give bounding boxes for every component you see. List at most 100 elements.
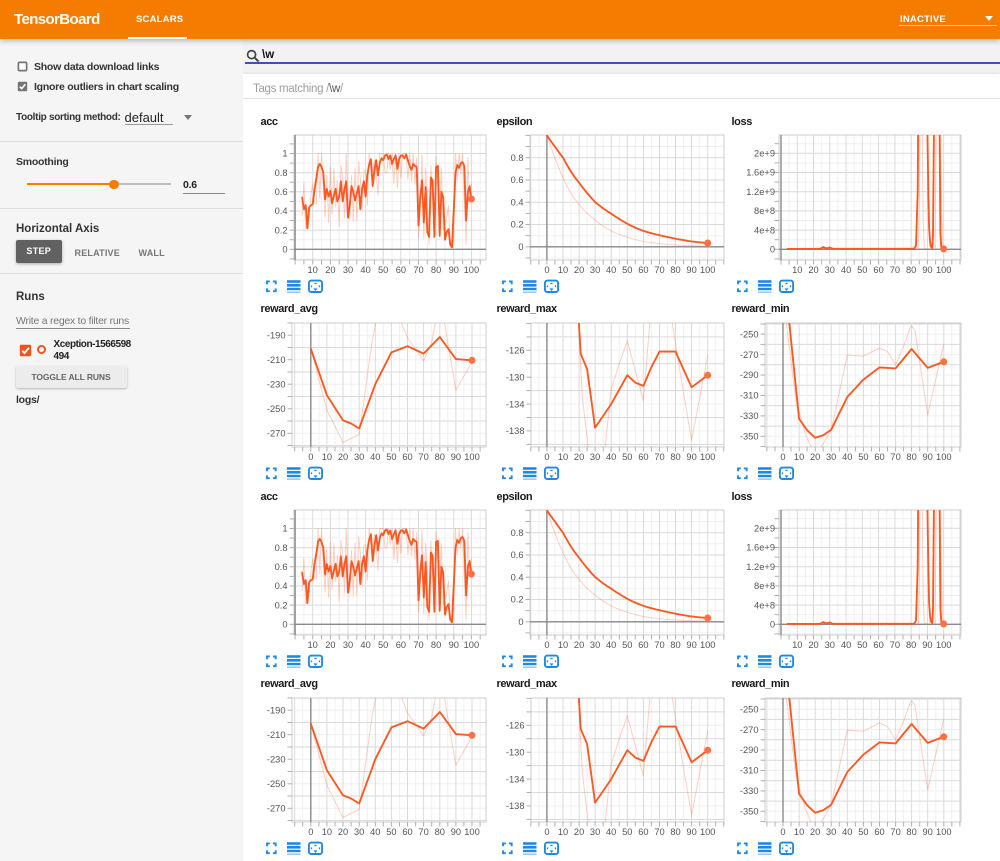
svg-text:40: 40 [370, 452, 380, 462]
svg-text:100: 100 [936, 827, 952, 837]
svg-text:50: 50 [378, 640, 388, 650]
svg-text:20: 20 [338, 827, 348, 837]
svg-text:90: 90 [449, 640, 459, 650]
svg-text:90: 90 [923, 452, 933, 462]
svg-text:-210: -210 [267, 729, 286, 739]
svg-text:40: 40 [360, 265, 370, 275]
svg-text:0: 0 [518, 242, 523, 252]
svg-text:30: 30 [343, 640, 353, 650]
svg-text:50: 50 [857, 265, 867, 275]
svg-text:4e+8: 4e+8 [754, 600, 775, 610]
svg-text:70: 70 [654, 265, 664, 275]
svg-text:10: 10 [558, 265, 568, 275]
svg-text:80: 80 [670, 265, 680, 275]
svg-text:10: 10 [792, 640, 802, 650]
svg-text:-134: -134 [506, 399, 525, 409]
svg-text:-270: -270 [267, 803, 286, 813]
svg-text:0.6: 0.6 [511, 175, 524, 185]
svg-text:1.6e+9: 1.6e+9 [746, 543, 775, 553]
svg-text:0.6: 0.6 [275, 187, 288, 197]
svg-text:10: 10 [794, 452, 804, 462]
svg-text:50: 50 [622, 827, 632, 837]
svg-text:0.8: 0.8 [275, 543, 288, 553]
svg-text:0.4: 0.4 [511, 197, 524, 207]
svg-text:0.2: 0.2 [511, 220, 524, 230]
svg-text:30: 30 [826, 452, 836, 462]
svg-text:30: 30 [590, 265, 600, 275]
svg-text:90: 90 [686, 827, 696, 837]
svg-text:4e+8: 4e+8 [754, 225, 775, 235]
svg-text:20: 20 [574, 640, 584, 650]
svg-text:8e+8: 8e+8 [754, 206, 775, 216]
svg-text:30: 30 [354, 452, 364, 462]
svg-text:60: 60 [874, 452, 884, 462]
svg-text:0: 0 [308, 827, 313, 837]
svg-text:80: 80 [906, 640, 916, 650]
svg-text:40: 40 [841, 640, 851, 650]
svg-text:-270: -270 [267, 428, 286, 438]
svg-text:-230: -230 [267, 379, 286, 389]
svg-text:-210: -210 [267, 354, 286, 364]
svg-text:0: 0 [780, 827, 785, 837]
svg-text:20: 20 [574, 827, 584, 837]
svg-text:80: 80 [670, 640, 680, 650]
svg-text:20: 20 [808, 265, 818, 275]
svg-text:60: 60 [873, 640, 883, 650]
svg-text:70: 70 [890, 265, 900, 275]
svg-text:0: 0 [282, 245, 287, 255]
svg-text:100: 100 [464, 640, 480, 650]
svg-text:-126: -126 [506, 720, 525, 730]
svg-text:0.2: 0.2 [511, 595, 524, 605]
svg-text:70: 70 [890, 452, 900, 462]
svg-text:1.2e+9: 1.2e+9 [746, 187, 775, 197]
svg-text:60: 60 [396, 265, 406, 275]
svg-text:-310: -310 [740, 390, 759, 400]
svg-text:80: 80 [435, 452, 445, 462]
svg-text:10: 10 [322, 452, 332, 462]
svg-text:80: 80 [906, 452, 916, 462]
svg-text:80: 80 [435, 827, 445, 837]
svg-text:0: 0 [544, 827, 549, 837]
svg-text:-138: -138 [506, 801, 525, 811]
svg-text:60: 60 [638, 452, 648, 462]
svg-text:20: 20 [810, 827, 820, 837]
svg-text:0.2: 0.2 [275, 600, 288, 610]
svg-text:-126: -126 [506, 345, 525, 355]
svg-text:0.2: 0.2 [275, 225, 288, 235]
svg-text:0.6: 0.6 [275, 562, 288, 572]
svg-text:100: 100 [464, 265, 480, 275]
svg-text:0: 0 [770, 620, 775, 630]
svg-text:80: 80 [431, 640, 441, 650]
svg-text:0.8: 0.8 [275, 168, 288, 178]
svg-text:40: 40 [841, 265, 851, 275]
svg-text:40: 40 [842, 452, 852, 462]
svg-text:0: 0 [780, 452, 785, 462]
svg-text:60: 60 [874, 827, 884, 837]
svg-text:60: 60 [638, 265, 648, 275]
svg-text:80: 80 [670, 452, 680, 462]
svg-text:1.6e+9: 1.6e+9 [746, 168, 775, 178]
svg-text:60: 60 [873, 265, 883, 275]
svg-text:20: 20 [808, 640, 818, 650]
svg-text:-270: -270 [740, 349, 759, 359]
svg-text:40: 40 [370, 827, 380, 837]
svg-text:90: 90 [922, 265, 932, 275]
svg-text:0: 0 [308, 452, 313, 462]
svg-text:50: 50 [622, 640, 632, 650]
svg-text:70: 70 [418, 452, 428, 462]
svg-text:0: 0 [770, 245, 775, 255]
svg-text:10: 10 [558, 452, 568, 462]
svg-text:0: 0 [544, 265, 549, 275]
svg-text:70: 70 [890, 827, 900, 837]
svg-text:-250: -250 [267, 779, 286, 789]
svg-text:100: 100 [700, 265, 716, 275]
svg-text:20: 20 [325, 640, 335, 650]
svg-text:30: 30 [590, 452, 600, 462]
svg-text:0.4: 0.4 [275, 206, 288, 216]
svg-text:70: 70 [890, 640, 900, 650]
svg-text:90: 90 [922, 640, 932, 650]
svg-text:50: 50 [378, 265, 388, 275]
svg-text:30: 30 [825, 265, 835, 275]
svg-text:50: 50 [858, 452, 868, 462]
svg-text:-290: -290 [740, 745, 759, 755]
